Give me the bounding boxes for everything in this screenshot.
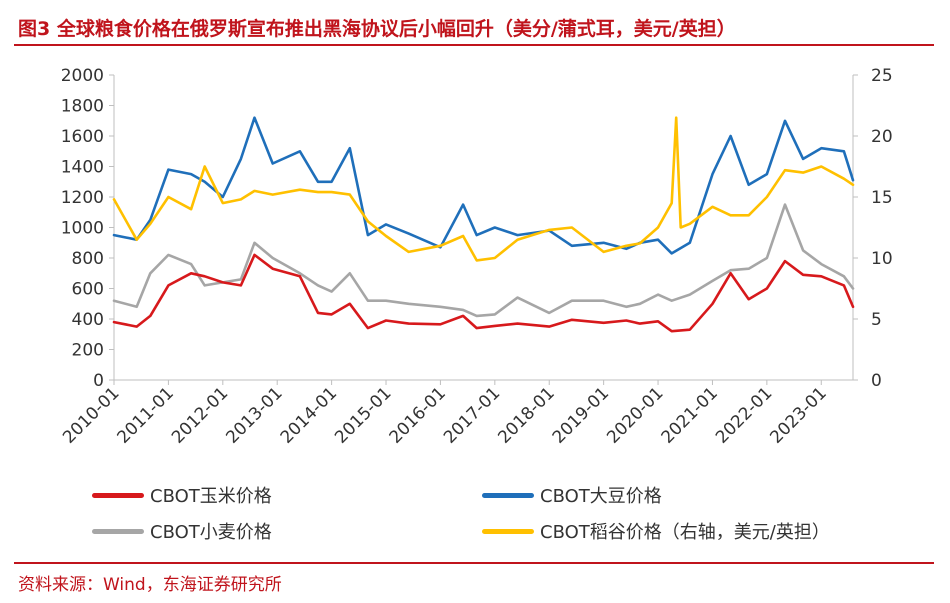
x-tick-label: 2010-01 (59, 383, 123, 447)
left-y-tick-label: 1400 (61, 158, 104, 178)
legend-item-rice: CBOT稻谷价格（右轴，美元/英担） (482, 518, 830, 544)
legend-swatch-wheat (92, 528, 144, 534)
legend-label-wheat: CBOT小麦价格 (150, 522, 272, 543)
figure-title: 图3 全球粮食价格在俄罗斯宣布推出黑海协议后小幅回升（美分/蒲式耳，美元/英担） (18, 18, 736, 40)
x-tick-label: 2019-01 (549, 383, 613, 447)
title-rule (14, 44, 934, 46)
right-y-tick-label: 0 (871, 371, 882, 391)
left-y-tick-label: 1800 (61, 97, 104, 117)
right-y-tick-label: 5 (871, 310, 882, 330)
x-tick-label: 2016-01 (386, 383, 450, 447)
x-tick-label: 2021-01 (658, 383, 722, 447)
legend-label-soybean: CBOT大豆价格 (540, 486, 662, 507)
left-y-tick-label: 0 (93, 371, 104, 391)
left-y-tick-label: 800 (72, 249, 104, 269)
left-y-tick-label: 400 (72, 310, 104, 330)
legend-item-soybean: CBOT大豆价格 (482, 482, 662, 508)
x-tick-label: 2018-01 (494, 383, 558, 447)
series-line-corn (112, 253, 855, 333)
left-y-tick-label: 1600 (61, 127, 104, 147)
left-y-tick-label: 1200 (61, 188, 104, 208)
x-tick-label: 2020-01 (603, 383, 667, 447)
legend-swatch-rice (482, 528, 534, 534)
source-rule (14, 562, 934, 564)
left-y-tick-label: 600 (72, 280, 104, 300)
legend-label-rice: CBOT稻谷价格（右轴，美元/英担） (540, 522, 830, 543)
x-tick-label: 2023-01 (766, 383, 830, 447)
x-tick-label: 2022-01 (712, 383, 776, 447)
series-line-rice (112, 116, 855, 262)
x-tick-label: 2011-01 (114, 383, 178, 447)
x-tick-label: 2012-01 (168, 383, 232, 447)
legend-item-wheat: CBOT小麦价格 (92, 518, 272, 544)
left-y-tick-label: 200 (72, 341, 104, 361)
right-y-tick-label: 10 (871, 249, 893, 269)
series-line-wheat (112, 203, 855, 318)
x-tick-label: 2013-01 (222, 383, 286, 447)
right-y-tick-label: 15 (871, 188, 893, 208)
x-tick-label: 2014-01 (277, 383, 341, 447)
legend-label-corn: CBOT玉米价格 (150, 486, 272, 507)
x-tick-label: 2015-01 (331, 383, 395, 447)
source-note: 资料来源：Wind，东海证券研究所 (18, 575, 282, 595)
x-tick-label: 2017-01 (440, 383, 504, 447)
series-line-soybean (112, 116, 855, 255)
right-y-tick-label: 20 (871, 127, 893, 147)
left-y-tick-label: 2000 (61, 66, 104, 86)
right-y-tick-label: 25 (871, 66, 893, 86)
left-y-tick-label: 1000 (61, 219, 104, 239)
legend-item-corn: CBOT玉米价格 (92, 482, 272, 508)
legend-swatch-corn (92, 492, 144, 498)
legend-swatch-soybean (482, 492, 534, 498)
